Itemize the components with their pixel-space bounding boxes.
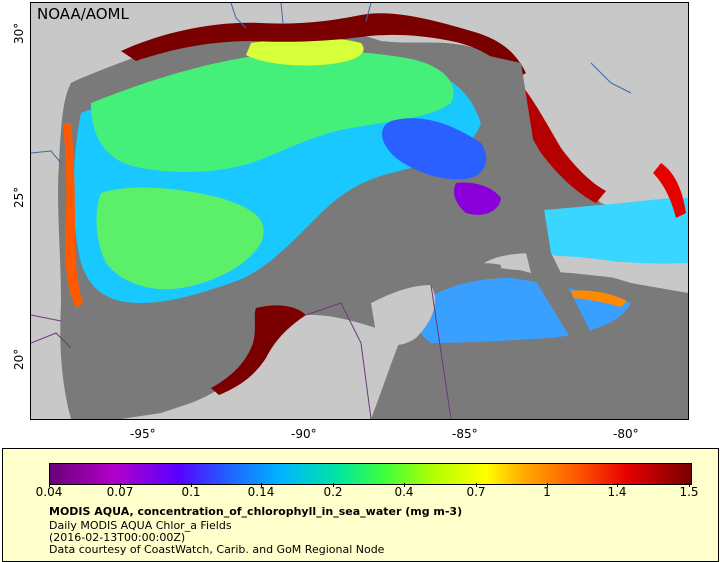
colorbar-tickmark	[191, 483, 192, 487]
colorbar-tickmark	[617, 483, 618, 487]
colorbar-tick-label: 0.14	[247, 485, 275, 499]
colorbar-tickmark	[120, 483, 121, 487]
lat-label-20: 20°	[12, 348, 26, 370]
colorbar-tick-label: 0.1	[181, 485, 201, 499]
legend-title: MODIS AQUA, concentration_of_chlorophyll…	[49, 505, 463, 518]
legend-panel: 0.04 0.07 0.1 0.14 0.2 0.4 0.7 1 1.4 1.5…	[2, 448, 719, 562]
yucatan-peninsula	[371, 285, 436, 345]
colorbar-tickmark	[689, 483, 690, 487]
colorbar-tick-label: 0.4	[394, 485, 414, 499]
colorbar-tick-label: 0.7	[466, 485, 486, 499]
lon-label-90: -90°	[291, 427, 317, 441]
chlorophyll-map	[31, 3, 688, 419]
river-line	[31, 3, 632, 164]
map-credit: NOAA/AOML	[37, 5, 129, 23]
legend-source: Data courtesy of CoastWatch, Carib. and …	[49, 543, 385, 556]
chlorophyll-field-yellow	[246, 37, 364, 66]
colorbar-tick-label: 1.4	[607, 485, 627, 499]
coast-band-west	[63, 123, 83, 308]
colorbar-tick-label: 1	[543, 485, 551, 499]
legend-subtitle: Daily MODIS AQUA Chlor_a Fields	[49, 519, 232, 532]
florida-peninsula	[521, 3, 688, 183]
lon-label-80: -80°	[613, 427, 639, 441]
chlorophyll-field-green	[91, 51, 454, 172]
colorbar-tickmark	[547, 483, 548, 487]
colorbar-tickmark	[49, 483, 50, 487]
coast-band-florida	[503, 73, 606, 203]
colorbar	[49, 463, 692, 485]
map-frame[interactable]: NOAA/AOML	[30, 2, 689, 420]
coast-band-cuba	[571, 290, 627, 307]
colorbar-tickmark	[404, 483, 405, 487]
coast-band-north	[121, 13, 526, 79]
colorbar-tick-label: 0.2	[323, 485, 343, 499]
colorbar-tick-label: 0.04	[35, 485, 63, 499]
coast-band-mexico	[211, 305, 306, 395]
lon-label-85: -85°	[452, 427, 478, 441]
chlorophyll-field-purple	[454, 182, 501, 215]
colorbar-tickmark	[476, 483, 477, 487]
lon-label-95: -95°	[130, 427, 156, 441]
colorbar-tick-label: 1.5	[679, 485, 699, 499]
lat-label-30: 30°	[12, 22, 26, 44]
legend-time: (2016-02-13T00:00:00Z)	[49, 531, 186, 544]
border-line	[31, 284, 452, 419]
colorbar-tickmark	[261, 483, 262, 487]
lat-label-25: 25°	[12, 186, 26, 208]
chlorophyll-field-green-south	[96, 187, 264, 290]
swath-gap	[476, 53, 591, 339]
colorbar-tick-label: 0.07	[106, 485, 134, 499]
chlorophyll-field-east	[529, 198, 688, 264]
coast-band-east	[653, 163, 686, 218]
chlorophyll-field-blue	[381, 118, 487, 180]
colorbar-tickmark	[333, 483, 334, 487]
